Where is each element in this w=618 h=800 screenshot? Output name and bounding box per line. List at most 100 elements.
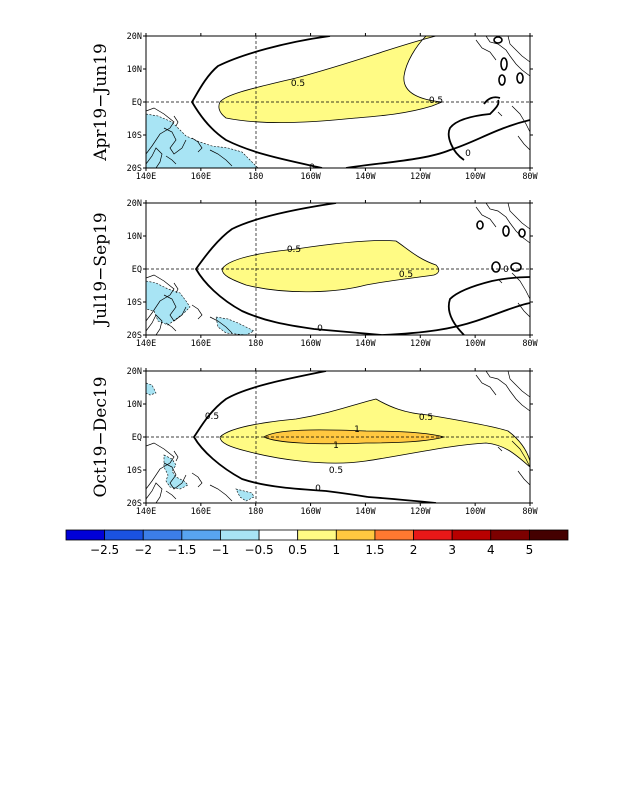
coastline bbox=[209, 316, 233, 334]
x-tick-label: 160E bbox=[191, 172, 211, 182]
y-tick-label: 20N bbox=[127, 367, 142, 377]
y-tick-label: 10N bbox=[127, 400, 142, 410]
coastline bbox=[507, 371, 530, 398]
map-body: 0.5 0.5 0 0 bbox=[146, 203, 530, 335]
y-tick-label: 20S bbox=[127, 331, 142, 341]
contour-label: 0 bbox=[309, 163, 315, 173]
contour-label: 0 bbox=[503, 265, 509, 275]
coastline bbox=[475, 39, 497, 61]
y-tick-label: 10S bbox=[127, 298, 142, 308]
zero-contour bbox=[381, 302, 530, 335]
x-tick-label: 100W bbox=[465, 172, 486, 182]
colorbar-label: −1.5 bbox=[167, 543, 196, 557]
colorbar-label: 2 bbox=[410, 543, 418, 557]
negative-anomaly-region bbox=[235, 488, 255, 502]
zero-contour bbox=[500, 57, 508, 71]
zero-contour bbox=[491, 261, 501, 273]
colorbar-swatch bbox=[413, 529, 453, 541]
coastline bbox=[517, 135, 530, 151]
panel: 0.5 0.5 0 0 140E 160E 180 160W 140W 120W 100W 80W 20… bbox=[91, 32, 539, 182]
coastline bbox=[517, 470, 530, 486]
negative-anomaly-region bbox=[215, 316, 255, 335]
map-area: 0.5 0.5 0 0 140E 160E 180 160W 140W 120W 100W 80W 20… bbox=[127, 199, 539, 349]
coastline bbox=[163, 462, 187, 490]
zero-contour bbox=[510, 262, 522, 272]
zero-contour bbox=[498, 74, 506, 86]
coastline bbox=[511, 105, 530, 133]
colorbar-swatch bbox=[104, 529, 144, 541]
colorbar-label: 5 bbox=[526, 543, 534, 557]
colorbar-label: 0.5 bbox=[288, 543, 307, 557]
zero-contour bbox=[518, 228, 526, 238]
colorbar-swatch bbox=[374, 529, 414, 541]
colorbar-swatch bbox=[258, 529, 299, 541]
x-tick-label: 100W bbox=[465, 339, 486, 349]
zero-contour bbox=[483, 96, 501, 105]
x-tick-label: 140W bbox=[355, 339, 376, 349]
contour-label: 0 bbox=[317, 324, 323, 334]
coastline bbox=[146, 442, 175, 490]
map-body: 0.5 0.5 0.5 1 1 0 bbox=[146, 371, 530, 503]
coastline bbox=[511, 440, 530, 468]
panel: 0.5 0.5 0 0 140E 160E 180 160W 140W 120W 100W 80W 20… bbox=[91, 199, 539, 349]
colorbar-label: −2 bbox=[134, 543, 152, 557]
x-tick-label: 140E bbox=[136, 339, 156, 349]
zero-contour bbox=[447, 99, 500, 161]
zero-contour bbox=[345, 119, 530, 168]
x-tick-label: 80W bbox=[522, 507, 538, 517]
colorbar: −2.5 −2 −1.5 −1 −0.5 0.5 1 1.5 2 3 4 5 bbox=[65, 529, 569, 557]
y-tick-label: 20S bbox=[127, 499, 142, 509]
coastline bbox=[165, 490, 177, 500]
panel: 0.5 0.5 0.5 1 1 0 140E 160E 180 160W 140W 120W 100W 8… bbox=[91, 367, 539, 517]
coastline bbox=[163, 127, 187, 155]
coastline bbox=[475, 374, 497, 396]
colorbar-swatch bbox=[335, 529, 376, 541]
x-tick-label: 120W bbox=[410, 507, 431, 517]
coastline bbox=[173, 450, 179, 462]
y-tick-label: EQ bbox=[132, 433, 142, 443]
coastline bbox=[497, 111, 503, 117]
colorbar-label: −2.5 bbox=[90, 543, 119, 557]
contour-label: 0.5 bbox=[205, 412, 219, 422]
zero-contour bbox=[516, 72, 524, 84]
coastline bbox=[173, 115, 179, 127]
coastline bbox=[146, 482, 163, 503]
y-tick-label: 10N bbox=[127, 65, 142, 75]
x-tick-label: 100W bbox=[465, 507, 486, 517]
coastline bbox=[191, 472, 203, 488]
negative-anomaly-region bbox=[146, 280, 191, 326]
coastline bbox=[497, 446, 503, 452]
coastline bbox=[475, 206, 497, 228]
coastline bbox=[209, 484, 233, 502]
x-tick-label: 160E bbox=[191, 507, 211, 517]
y-tick-label: 20N bbox=[127, 199, 142, 209]
colorbar-label: −1 bbox=[212, 543, 230, 557]
coastline bbox=[191, 304, 203, 320]
x-tick-label: 120W bbox=[410, 339, 431, 349]
x-tick-label: 180 bbox=[248, 172, 263, 182]
colorbar-swatch bbox=[181, 529, 221, 541]
coastline bbox=[146, 274, 175, 322]
x-tick-label: 180 bbox=[248, 507, 263, 517]
colorbar-swatch bbox=[142, 529, 183, 541]
contour-label: 0.5 bbox=[287, 245, 301, 255]
coastline bbox=[163, 294, 187, 322]
contour-label: 1 bbox=[333, 441, 339, 451]
y-tick-label: 10S bbox=[127, 131, 142, 141]
period-label: Apr19−Jun19 bbox=[91, 43, 111, 162]
y-tick-label: 10N bbox=[127, 232, 142, 242]
x-tick-label: 140W bbox=[355, 172, 376, 182]
period-label: Jul19−Sep19 bbox=[91, 212, 111, 327]
period-label: Oct19−Dec19 bbox=[91, 376, 111, 497]
coastline bbox=[146, 147, 163, 168]
contour-label: 0 bbox=[315, 484, 321, 494]
x-tick-label: 140E bbox=[136, 172, 156, 182]
map-body: 0.5 0.5 0 0 bbox=[146, 36, 530, 173]
coastline bbox=[173, 282, 179, 294]
contour-label: 0.5 bbox=[291, 79, 305, 89]
coastline bbox=[146, 314, 163, 335]
colorbar-label: 3 bbox=[448, 543, 456, 557]
x-tick-label: 120W bbox=[410, 172, 431, 182]
coastline bbox=[191, 137, 203, 153]
